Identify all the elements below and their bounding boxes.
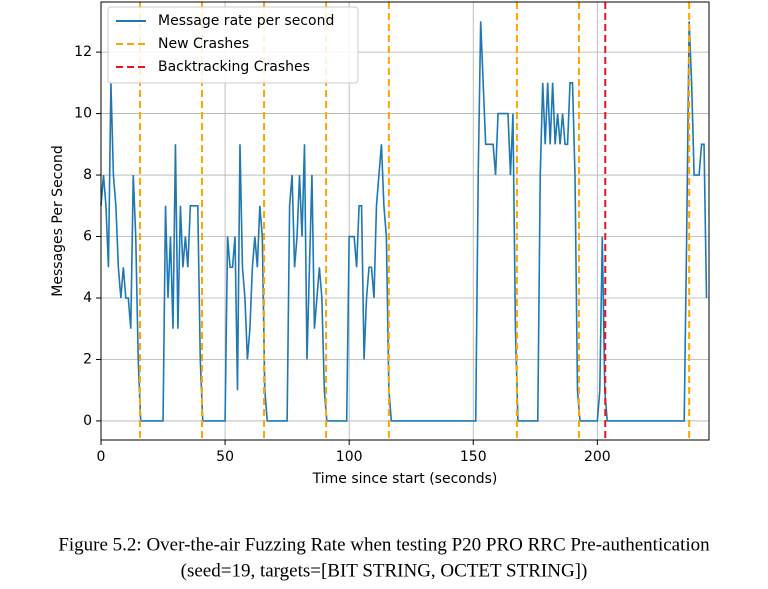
legend-label: Message rate per second xyxy=(158,13,334,29)
plot-frame xyxy=(100,1,710,441)
legend-label: New Crashes xyxy=(158,36,249,52)
x-tick-label: 150 xyxy=(460,449,487,465)
y-tick-label: 12 xyxy=(74,44,92,60)
x-tick-label: 100 xyxy=(336,449,363,465)
y-axis-label: Messages Per Second xyxy=(50,145,66,296)
x-tick-label: 50 xyxy=(216,449,234,465)
y-tick-label: 0 xyxy=(83,413,92,429)
y-tick-label: 4 xyxy=(83,290,92,306)
x-axis-label: Time since start (seconds) xyxy=(312,471,498,487)
y-tick-label: 10 xyxy=(74,106,92,122)
y-tick-label: 2 xyxy=(83,351,92,367)
x-tick-label: 0 xyxy=(97,449,106,465)
y-tick-label: 6 xyxy=(83,229,92,245)
x-tick-label: 200 xyxy=(584,449,611,465)
y-tick-label: 8 xyxy=(83,167,92,183)
legend-label: Backtracking Crashes xyxy=(158,59,310,75)
legend-box xyxy=(107,6,359,84)
caption: Figure 5.2: Over-the-air Fuzzing Rate wh… xyxy=(58,534,710,555)
data-line xyxy=(100,21,708,422)
caption: (seed=19, targets=[BIT STRING, OCTET STR… xyxy=(181,560,588,581)
